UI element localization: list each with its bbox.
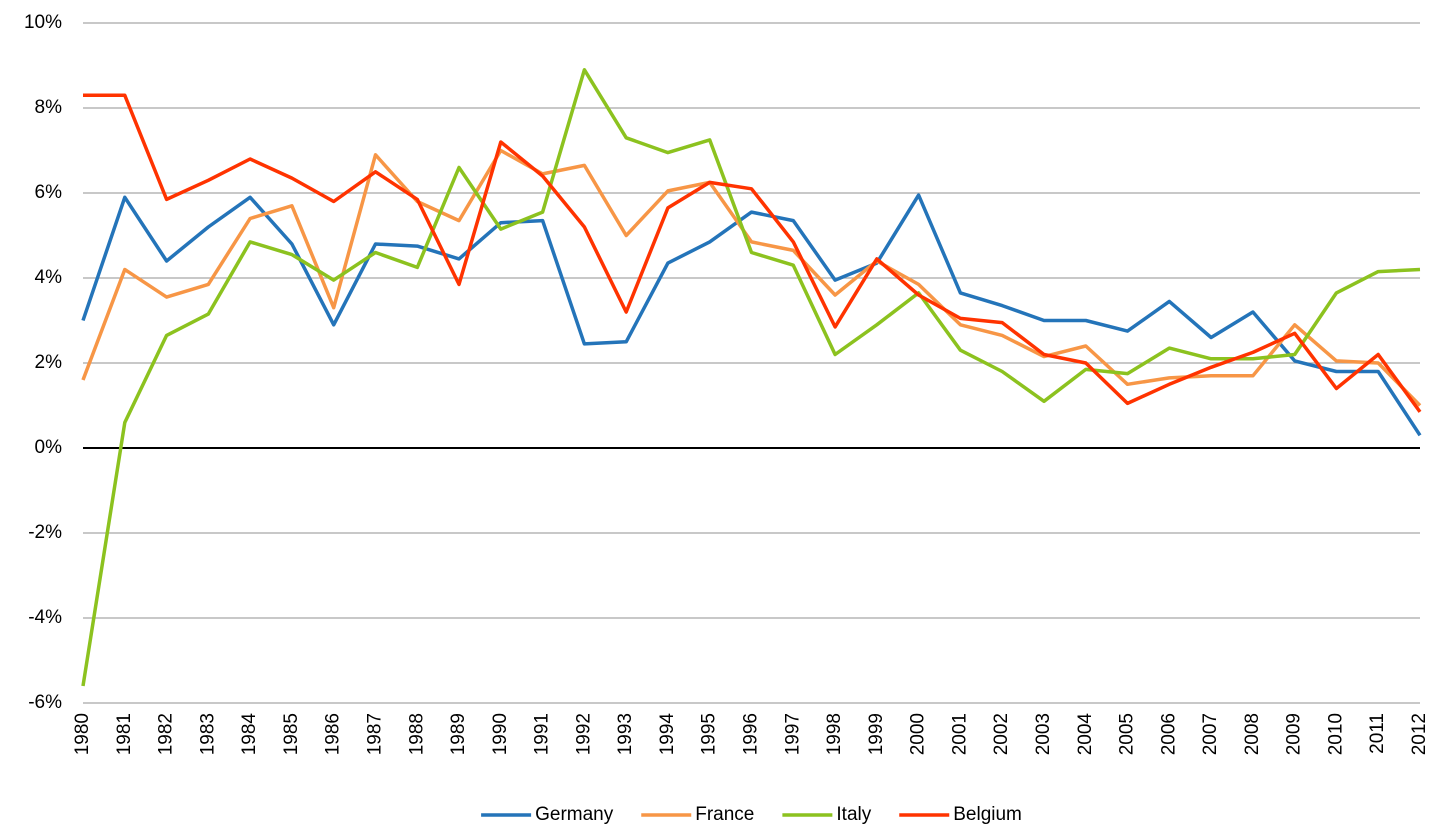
x-tick-label: 1998 — [824, 713, 845, 755]
legend-label: Italy — [836, 804, 871, 825]
x-tick-label: 1993 — [615, 713, 636, 755]
x-tick-label: 2005 — [1117, 713, 1138, 755]
series-line — [81, 193, 1422, 437]
legend-label: France — [695, 804, 754, 825]
x-tick-label: 1996 — [741, 713, 762, 755]
series-line — [81, 148, 1422, 407]
x-tick-label: 1984 — [239, 713, 260, 756]
x-tick-label: 1992 — [573, 713, 594, 755]
x-tick-label: 1989 — [448, 713, 469, 755]
x-tick-label: 1987 — [364, 713, 385, 755]
x-tick-label: 2003 — [1033, 713, 1054, 755]
x-tick-label: 1986 — [323, 713, 344, 755]
y-tick-label: -2% — [28, 522, 62, 543]
y-tick-label: 4% — [35, 267, 63, 288]
y-tick-label: 8% — [35, 97, 63, 118]
x-tick-label: 1980 — [72, 713, 93, 755]
x-tick-label: 1994 — [657, 713, 678, 756]
y-tick-label: 6% — [35, 182, 63, 203]
x-tick-label: 2001 — [949, 713, 970, 755]
x-tick-label: 2009 — [1284, 713, 1305, 755]
x-tick-label: 2004 — [1075, 713, 1096, 756]
x-tick-label: 2000 — [908, 713, 929, 755]
x-tick-label: 1991 — [532, 713, 553, 755]
x-tick-label: 2010 — [1325, 713, 1346, 755]
x-tick-label: 2006 — [1158, 713, 1179, 755]
x-tick-label: 1990 — [490, 713, 511, 755]
x-tick-label: 2002 — [991, 713, 1012, 755]
y-tick-label: -4% — [28, 607, 62, 628]
x-tick-label: 1982 — [156, 713, 177, 755]
legend-label: Germany — [535, 804, 614, 825]
series-line — [83, 93, 1422, 413]
x-tick-label: 2011 — [1367, 713, 1388, 754]
x-tick-label: 1983 — [197, 713, 218, 755]
x-tick-label: 2008 — [1242, 713, 1263, 755]
x-tick-label: 2007 — [1200, 713, 1221, 755]
legend-label: Belgium — [953, 804, 1022, 825]
x-tick-label: 1985 — [281, 713, 302, 755]
legend: Germany France Italy Belgium — [481, 804, 1022, 825]
x-tick-label: 1999 — [866, 713, 887, 755]
series-line — [81, 68, 1421, 687]
y-tick-label: 2% — [35, 352, 63, 373]
x-tick-label: 1981 — [114, 713, 135, 755]
x-tick-label: 1997 — [782, 713, 803, 755]
x-tick-label: 2012 — [1409, 713, 1430, 755]
y-tick-label: 10% — [24, 12, 62, 33]
x-tick-label: 1995 — [699, 713, 720, 755]
y-tick-label: -6% — [28, 692, 62, 713]
y-tick-label: 0% — [35, 437, 63, 458]
x-tick-label: 1988 — [406, 713, 427, 755]
